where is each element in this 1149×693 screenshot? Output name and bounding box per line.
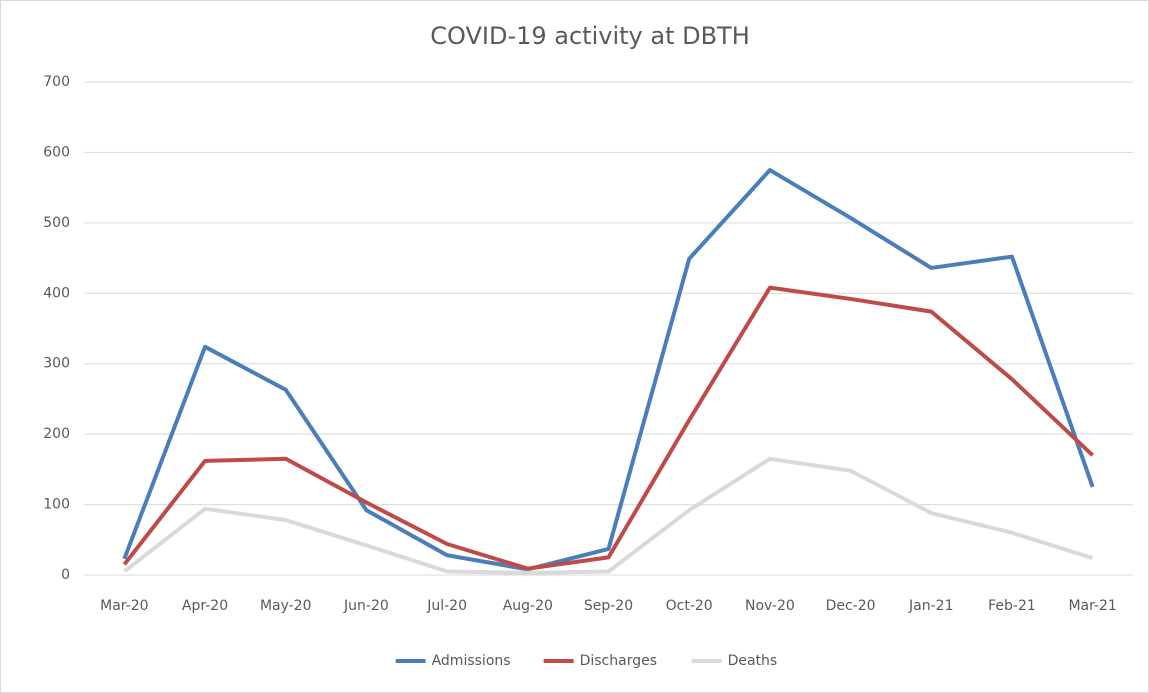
legend-label: Admissions bbox=[432, 653, 511, 669]
x-tick-label: May-20 bbox=[260, 598, 312, 614]
x-tick-label: Apr-20 bbox=[182, 598, 228, 614]
x-tick-label: Feb-21 bbox=[988, 598, 1036, 614]
y-tick-label: 100 bbox=[43, 497, 70, 513]
x-tick-label: Dec-20 bbox=[826, 598, 876, 614]
x-tick-label: Jan-21 bbox=[908, 598, 953, 614]
y-tick-label: 200 bbox=[43, 426, 70, 442]
series-line bbox=[122, 168, 1095, 572]
x-tick-label: Aug-20 bbox=[503, 598, 553, 614]
x-tick-label: Nov-20 bbox=[745, 598, 795, 614]
series-line bbox=[122, 285, 1095, 571]
y-tick-label: 700 bbox=[43, 74, 70, 90]
series-line bbox=[123, 456, 1094, 575]
chart-title: COVID-19 activity at DBTH bbox=[430, 22, 750, 50]
x-tick-label: Mar-21 bbox=[1068, 598, 1116, 614]
legend-label: Discharges bbox=[580, 653, 657, 669]
legend-label: Deaths bbox=[728, 653, 778, 669]
y-tick-label: 300 bbox=[43, 356, 70, 372]
x-tick-label: Oct-20 bbox=[666, 598, 713, 614]
y-tick-label: 0 bbox=[61, 567, 70, 583]
x-tick-label: Mar-20 bbox=[100, 598, 148, 614]
y-tick-label: 400 bbox=[43, 285, 70, 301]
x-tick-label: Jun-20 bbox=[343, 598, 389, 614]
x-tick-label: Sep-20 bbox=[584, 598, 633, 614]
y-tick-label: 500 bbox=[43, 215, 70, 231]
x-tick-label: Jul-20 bbox=[426, 598, 467, 614]
y-tick-label: 600 bbox=[43, 144, 70, 160]
